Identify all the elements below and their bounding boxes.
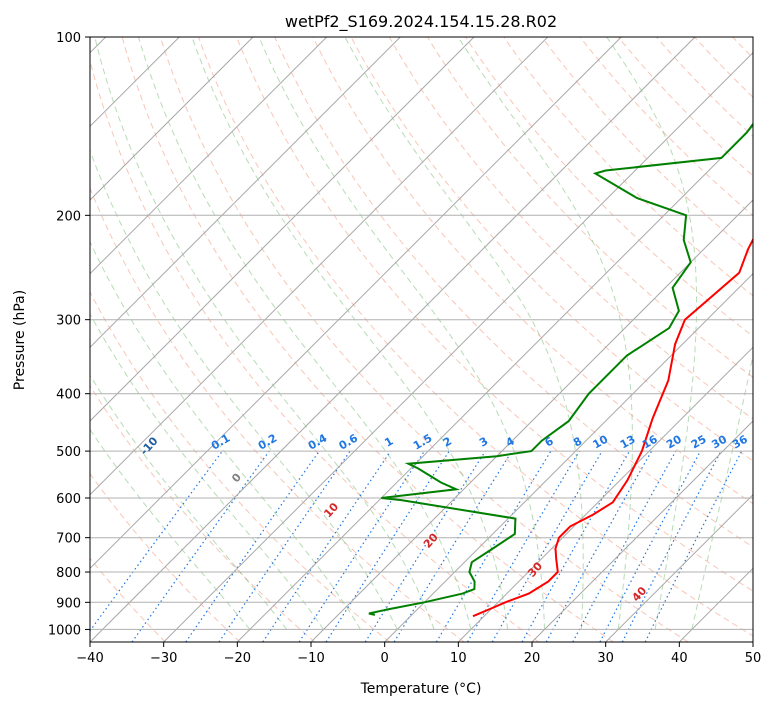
x-tick-label: −10 xyxy=(297,651,324,666)
mixing-ratio-label: 20 xyxy=(664,432,684,451)
moist-adiabat-line xyxy=(0,133,287,629)
mixing-ratio-label: 10 xyxy=(590,432,610,451)
x-tick-label: 20 xyxy=(524,651,541,666)
mixing-ratio-line xyxy=(600,451,701,642)
mixing-ratio-line xyxy=(299,451,424,642)
dry-adiabat-line xyxy=(160,37,688,642)
mixing-ratio-line xyxy=(622,451,721,642)
moist-adiabat-line xyxy=(192,37,508,629)
dry-adiabat-line xyxy=(733,37,775,642)
y-tick-label: 500 xyxy=(56,445,81,460)
mixing-ratio-line xyxy=(546,451,651,642)
dry-adiabat-label: 30 xyxy=(525,559,545,579)
mixing-ratio-line xyxy=(522,451,629,642)
isotherm-line xyxy=(90,37,695,642)
dry-adiabat-label: 20 xyxy=(421,530,441,550)
x-tick-label: −30 xyxy=(150,651,177,666)
isotherm-line xyxy=(0,37,400,642)
mixing-ratio-label: 13 xyxy=(618,433,638,452)
dry-adiabat-label: 0 xyxy=(229,471,244,486)
dry-adiabat-line xyxy=(504,37,775,642)
x-tick-label: 50 xyxy=(745,651,762,666)
isotherm-line xyxy=(753,37,775,642)
y-axis-label: Pressure (hPa) xyxy=(12,290,28,390)
mixing-ratio-label: 1.5 xyxy=(411,432,434,453)
isotherm-line xyxy=(385,37,775,642)
isotherm-line xyxy=(679,37,775,642)
dry-adiabat-line xyxy=(427,37,775,642)
y-tick-label: 200 xyxy=(56,209,81,224)
dry-adiabat-line xyxy=(695,37,775,642)
isotherm-line xyxy=(0,37,253,642)
mixing-ratio-label: 1 xyxy=(382,435,395,450)
plot-frame xyxy=(90,37,753,642)
dry-adiabat-line xyxy=(771,37,775,642)
y-tick-label: 700 xyxy=(56,532,81,547)
y-tick-label: 900 xyxy=(56,596,81,611)
moist-adiabat-line xyxy=(345,37,583,629)
moist-adiabat-line xyxy=(0,152,250,630)
mixing-ratio-line xyxy=(132,451,269,642)
dry-adiabat-line xyxy=(389,37,775,642)
x-tick-label: −40 xyxy=(76,651,103,666)
dry-adiabat-line xyxy=(656,37,775,642)
moist-adiabat-line xyxy=(95,37,434,629)
isotherm-line xyxy=(16,37,621,642)
x-tick-label: 40 xyxy=(671,651,688,666)
dry-adiabat-line xyxy=(84,37,539,642)
moist-adiabat-line xyxy=(63,59,397,629)
x-axis-label: Temperature (°C) xyxy=(360,681,482,697)
mixing-ratio-line xyxy=(645,451,742,642)
dry-adiabat-line xyxy=(542,37,775,642)
mixing-ratio-label: 0.4 xyxy=(306,431,330,452)
dry-adiabat-label: -10 xyxy=(138,434,161,458)
dry-adiabat-label: 10 xyxy=(321,500,341,520)
mixing-ratio-label: 8 xyxy=(571,435,584,450)
y-tick-label: 300 xyxy=(56,314,81,329)
x-tick-label: 10 xyxy=(450,651,467,666)
mixing-ratio-label: 30 xyxy=(709,432,729,451)
isotherm-line xyxy=(532,37,775,642)
mixing-ratio-label: 0.1 xyxy=(209,432,232,453)
y-tick-label: 600 xyxy=(56,492,81,507)
x-tick-label: 30 xyxy=(597,651,614,666)
dry-adiabat-line xyxy=(466,37,775,642)
mixing-ratio-label: 0.2 xyxy=(256,432,279,453)
y-tick-label: 400 xyxy=(56,388,81,403)
mixing-ratio-line xyxy=(573,451,676,642)
x-tick-label: 0 xyxy=(381,651,389,666)
isotherm-line xyxy=(237,37,775,642)
dry-adiabat-line xyxy=(0,37,240,642)
mixing-ratio-label: 3 xyxy=(477,435,490,450)
moist-adiabat-line xyxy=(692,37,775,629)
moist-adiabat-line xyxy=(12,111,323,629)
dry-adiabat-line xyxy=(351,37,775,642)
x-tick-label: −20 xyxy=(224,651,251,666)
mixing-ratio-label: 6 xyxy=(543,434,556,449)
mixing-ratio-label: 25 xyxy=(689,433,709,452)
dry-adiabat-line xyxy=(275,37,775,642)
dry-adiabat-line xyxy=(237,37,775,642)
y-tick-label: 1000 xyxy=(48,623,81,638)
mixing-ratio-line xyxy=(82,451,223,642)
y-tick-label: 100 xyxy=(56,31,81,46)
dry-adiabat-line xyxy=(0,37,315,642)
isotherm-line xyxy=(0,37,327,642)
dry-adiabat-line xyxy=(8,37,390,642)
y-tick-label: 800 xyxy=(56,566,81,581)
chart-title: wetPf2_S169.2024.154.15.28.R02 xyxy=(285,12,557,32)
moist-adiabat-line xyxy=(259,37,545,629)
mixing-ratio-label: 2 xyxy=(441,435,454,450)
moist-adiabat-line xyxy=(36,85,360,629)
